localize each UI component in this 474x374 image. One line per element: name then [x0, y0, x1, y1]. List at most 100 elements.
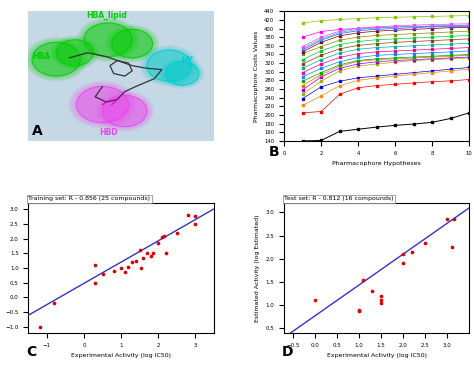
Circle shape	[25, 37, 88, 82]
random19	[429, 14, 435, 19]
random11	[448, 42, 454, 46]
random5	[374, 62, 380, 66]
random9	[356, 55, 361, 60]
Point	[452, 196, 460, 202]
random8	[429, 54, 435, 58]
random2	[318, 85, 324, 89]
Point	[355, 307, 363, 313]
random13	[466, 33, 472, 38]
random9	[374, 53, 380, 58]
random12	[466, 37, 472, 41]
random5	[448, 56, 454, 61]
random14	[300, 51, 305, 56]
random18	[374, 25, 380, 29]
random8	[356, 58, 361, 63]
random13	[374, 37, 380, 42]
Line: random5: random5	[301, 57, 470, 95]
random13	[356, 39, 361, 44]
random14	[318, 45, 324, 49]
random11	[429, 43, 435, 47]
Circle shape	[27, 38, 86, 80]
random5	[318, 79, 324, 83]
random14	[337, 38, 342, 42]
random15	[356, 31, 361, 35]
random5	[356, 64, 361, 68]
Text: C: C	[27, 345, 37, 359]
random6	[411, 57, 417, 62]
Circle shape	[84, 23, 132, 56]
random14	[374, 33, 380, 38]
Point	[377, 300, 385, 306]
Circle shape	[110, 28, 154, 59]
random4	[337, 27, 342, 32]
random1	[300, 111, 305, 115]
random10	[448, 46, 454, 50]
random4	[318, 29, 324, 34]
random16	[392, 26, 398, 31]
random10	[466, 45, 472, 50]
Point	[448, 244, 456, 250]
Circle shape	[162, 59, 203, 88]
random19	[374, 15, 380, 20]
Text: Training set: R - 0.856 (25 compounds): Training set: R - 0.856 (25 compounds)	[28, 196, 150, 201]
random19	[392, 15, 398, 19]
random4	[448, 24, 454, 28]
random6	[337, 66, 342, 71]
Circle shape	[78, 19, 138, 61]
Point	[36, 324, 43, 330]
Line: Costs: Costs	[301, 111, 471, 142]
random14	[392, 32, 398, 37]
random17	[429, 24, 435, 28]
random12	[392, 40, 398, 45]
Point	[377, 293, 385, 299]
random16	[374, 27, 380, 32]
Costs	[356, 127, 361, 132]
Costs	[337, 129, 342, 134]
random4	[429, 24, 435, 28]
Text: D: D	[282, 345, 294, 359]
Circle shape	[95, 91, 154, 132]
random15	[429, 26, 435, 31]
random7	[411, 56, 417, 60]
Circle shape	[97, 92, 152, 131]
random10	[374, 50, 380, 54]
random11	[300, 66, 305, 71]
random12	[356, 43, 361, 47]
Line: random6: random6	[301, 56, 470, 91]
random4	[356, 26, 361, 31]
random2	[466, 65, 472, 70]
random3	[300, 103, 305, 108]
random17	[356, 27, 361, 32]
random7	[356, 59, 361, 64]
random7	[318, 73, 324, 77]
random15	[448, 25, 454, 30]
random15	[337, 34, 342, 38]
random16	[318, 38, 324, 42]
random10	[429, 47, 435, 52]
Point	[91, 280, 99, 286]
Circle shape	[142, 46, 197, 85]
Point	[450, 217, 457, 223]
random12	[448, 37, 454, 42]
random8	[466, 52, 472, 57]
Text: HBA: HBA	[32, 52, 50, 61]
random6	[392, 58, 398, 63]
random12	[374, 42, 380, 46]
Point	[162, 250, 169, 256]
random16	[300, 48, 305, 52]
random1	[448, 79, 454, 83]
random16	[337, 31, 342, 36]
random7	[429, 55, 435, 59]
random1	[466, 77, 472, 82]
Point	[143, 250, 151, 256]
Point	[51, 300, 58, 306]
random1	[411, 81, 417, 85]
Circle shape	[32, 42, 80, 76]
random8	[374, 56, 380, 61]
Circle shape	[55, 39, 95, 67]
Point	[191, 221, 199, 227]
random1	[392, 82, 398, 86]
Circle shape	[68, 81, 137, 129]
Point	[408, 249, 416, 255]
random3	[429, 70, 435, 75]
